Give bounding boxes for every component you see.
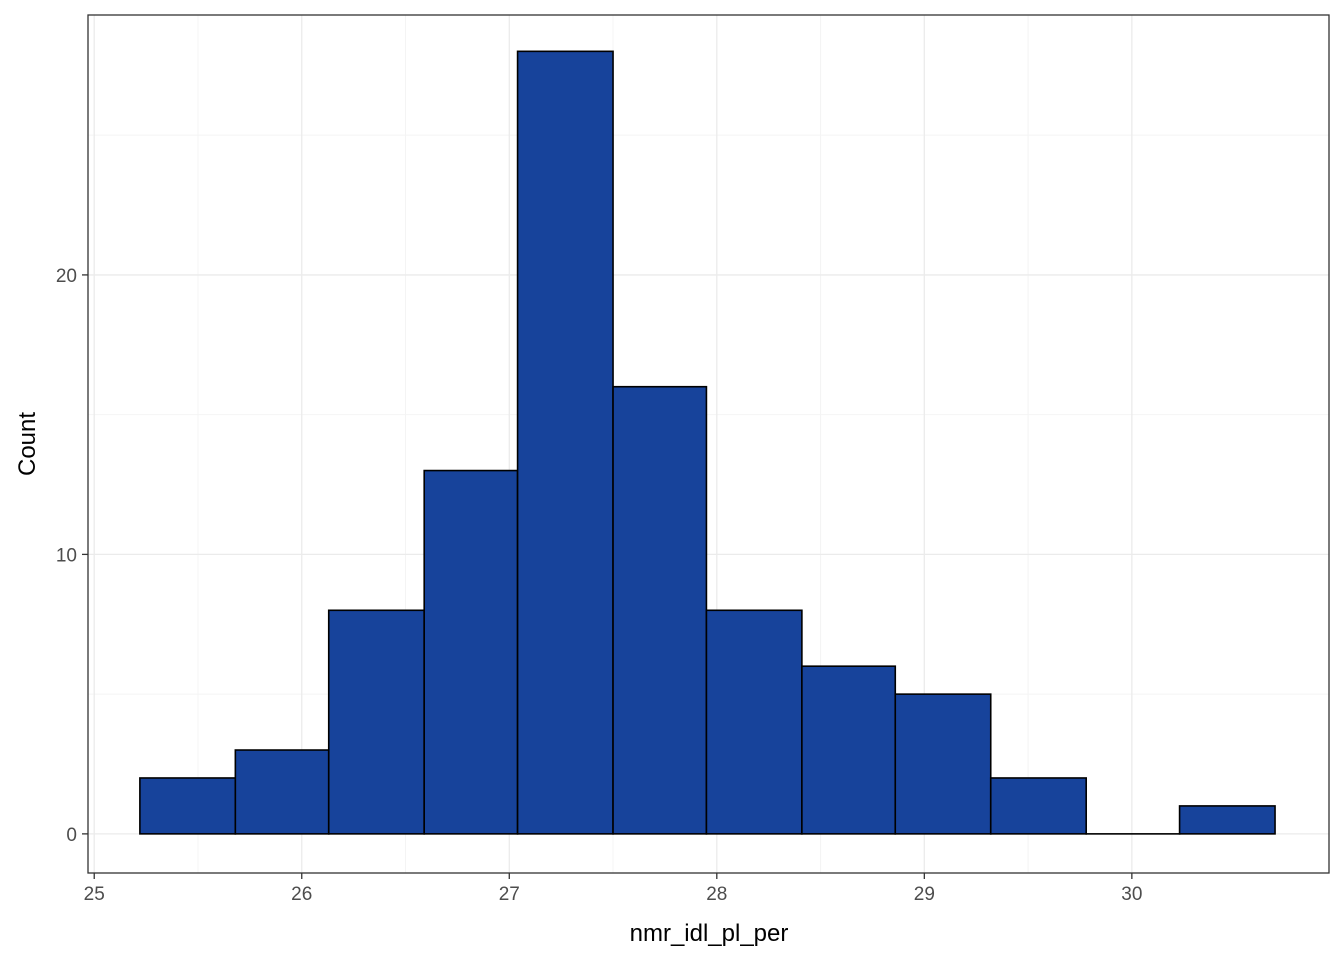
x-tick-label: 26 [291,884,312,905]
histogram-bar [234,749,330,835]
histogram-bar [894,693,992,835]
x-tick-label: 30 [1121,884,1142,905]
histogram-bar [801,665,897,835]
histogram-bar [1178,805,1276,835]
histogram-bar [705,609,803,835]
histogram-bar [327,609,425,835]
y-axis-title: Count [14,412,41,476]
x-axis-title: nmr_idl_pl_per [630,920,789,947]
x-tick-label: 25 [84,884,105,905]
x-axis: 25 26 27 28 29 30 [84,873,1142,905]
y-tick-label: 10 [56,545,77,566]
histogram-bar [139,777,237,835]
x-tick-label: 27 [499,884,520,905]
histogram-bars [139,50,1276,835]
x-tick-label: 29 [914,884,935,905]
x-tick-label: 28 [706,884,727,905]
histogram-bar [612,385,708,835]
panel-border [87,14,1330,874]
y-axis: 0 10 20 [56,266,88,846]
histogram-bar [516,50,614,835]
y-tick-label: 20 [56,266,77,287]
y-tick-label: 0 [66,825,77,846]
histogram-bar [989,777,1087,835]
histogram-bar [423,469,519,835]
